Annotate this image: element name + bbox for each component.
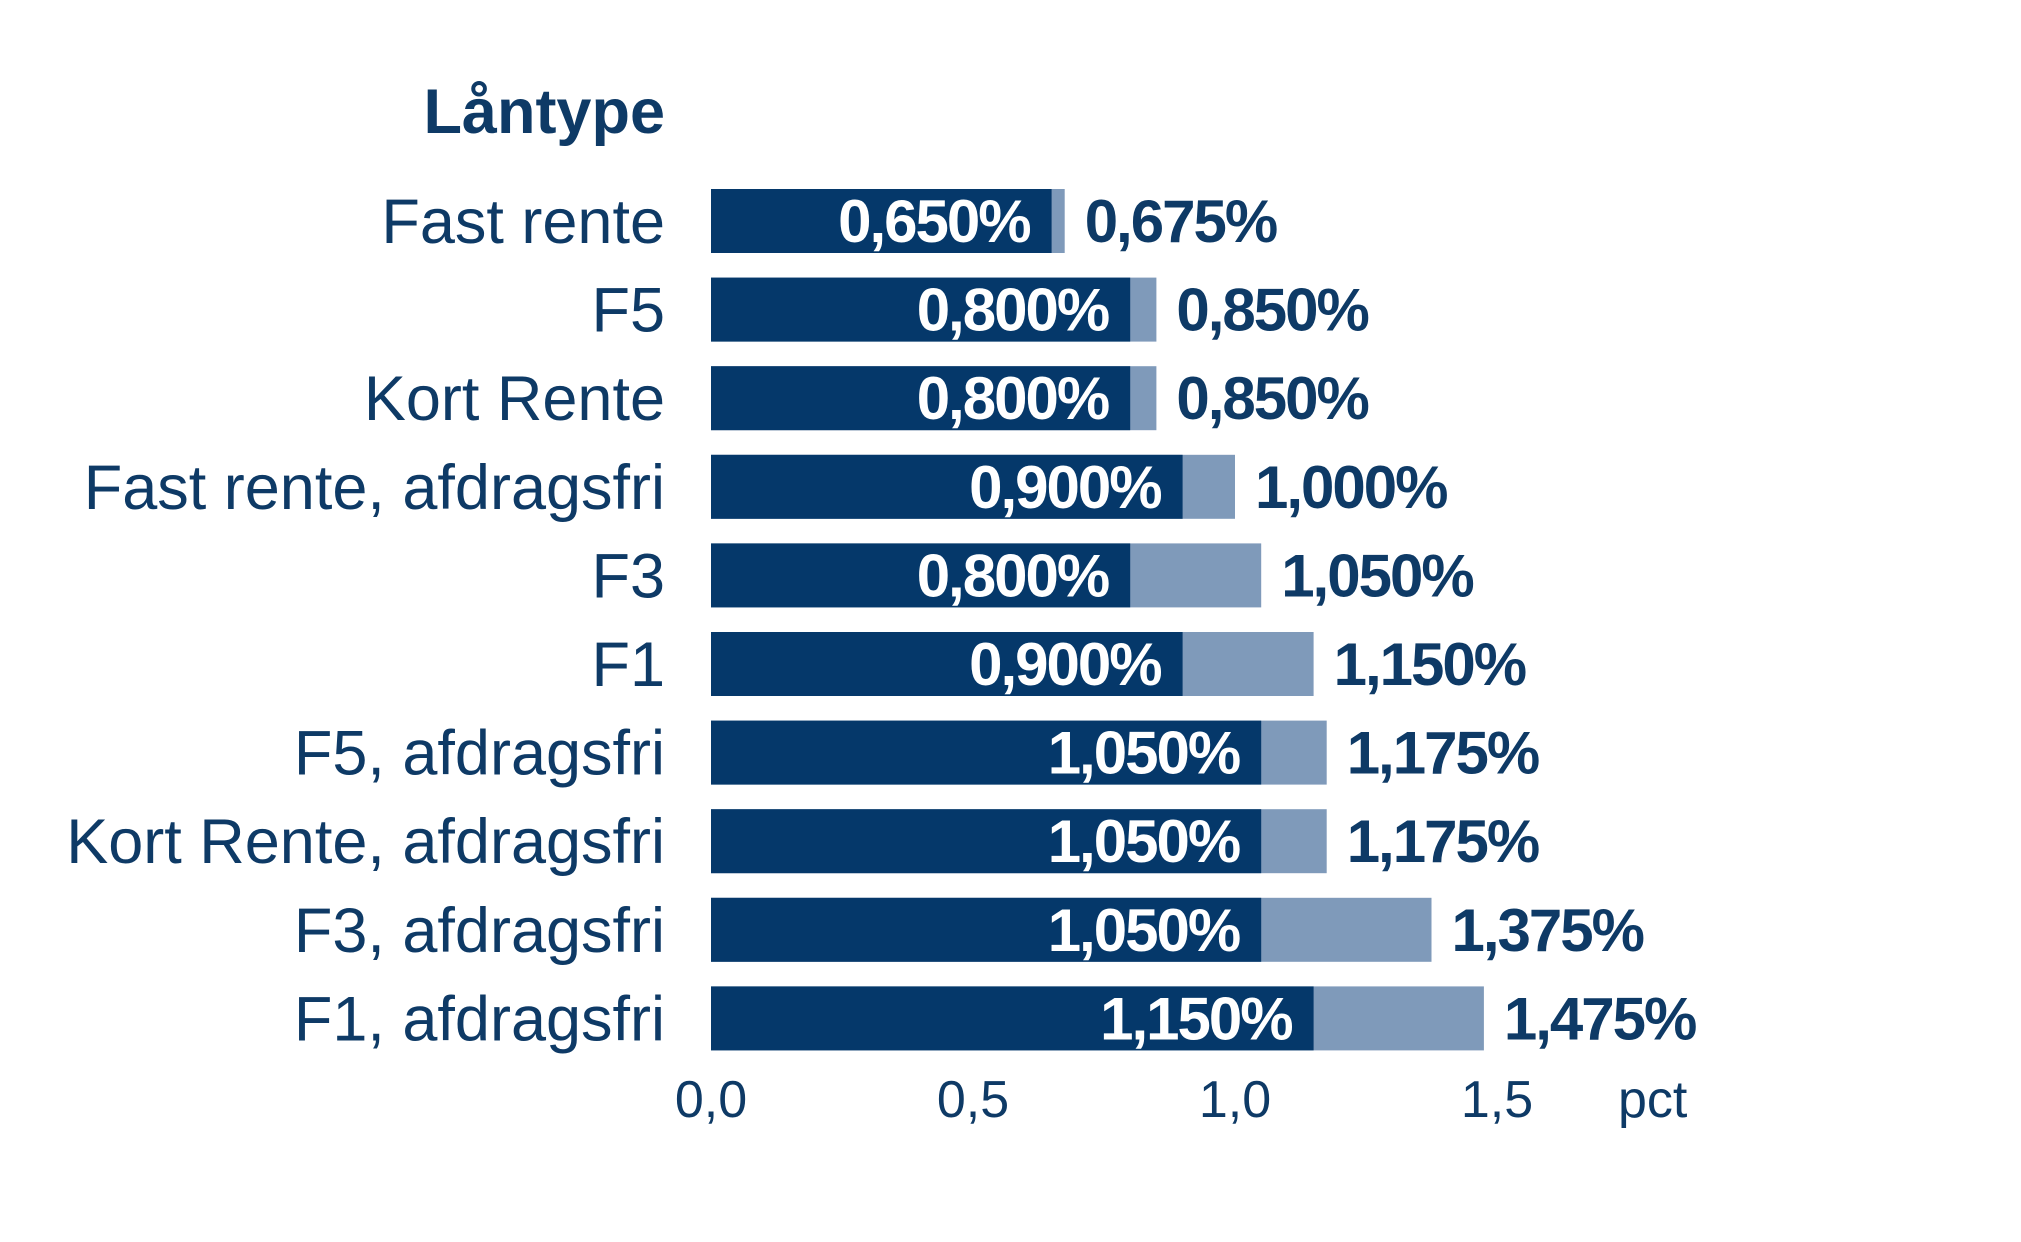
bar-total-label: 0,850% <box>1176 365 1368 432</box>
bar-inner-label: 0,800% <box>917 277 1109 344</box>
bar-total-label: 1,475% <box>1504 985 1696 1052</box>
bar-inner <box>711 897 1262 962</box>
category-label: Fast rente, afdragsfri <box>84 453 665 523</box>
x-tick-label: 0,5 <box>937 1071 1009 1129</box>
bar-inner-label: 1,050% <box>1048 808 1240 875</box>
bar-inner <box>711 543 1131 608</box>
bar-total-label: 1,150% <box>1334 631 1526 698</box>
bar-inner-label: 0,800% <box>917 542 1109 609</box>
bar-inner <box>711 986 1314 1051</box>
bar-inner <box>711 454 1183 519</box>
bar-total-label: 0,850% <box>1176 277 1368 344</box>
bar-inner <box>711 366 1131 431</box>
bar-inner <box>711 809 1262 874</box>
x-axis-unit: pct <box>1618 1071 1688 1129</box>
bar-inner <box>711 720 1262 785</box>
bar-inner-label: 0,650% <box>838 188 1030 255</box>
bar-total-label: 0,675% <box>1085 188 1277 255</box>
category-label: F3, afdragsfri <box>294 896 665 966</box>
bar-inner-label: 1,050% <box>1048 720 1240 787</box>
bar-total-label: 1,000% <box>1255 454 1447 521</box>
bar-inner-label: 0,900% <box>969 631 1161 698</box>
bar-total-label: 1,375% <box>1452 897 1644 964</box>
bar-total-label: 1,175% <box>1347 720 1539 787</box>
x-tick-label: 1,5 <box>1461 1071 1533 1129</box>
bar-inner-label: 1,150% <box>1100 985 1292 1052</box>
bar-total-label: 1,175% <box>1347 808 1539 875</box>
category-label: F1 <box>591 630 665 700</box>
x-tick-label: 0,0 <box>675 1071 747 1129</box>
category-label: F3 <box>591 541 665 611</box>
category-label: Kort Rente <box>364 364 665 434</box>
bar-total-label: 1,050% <box>1281 542 1473 609</box>
x-tick-label: 1,0 <box>1199 1071 1271 1129</box>
category-label: Kort Rente, afdragsfri <box>66 807 665 877</box>
chart-title: Låntype <box>423 77 665 147</box>
bar-inner-label: 0,800% <box>917 365 1109 432</box>
bar-inner <box>711 632 1183 696</box>
bar-area: 0,650% 0,675%0,800% 0,850%0,800% 0,850%0,90… <box>711 188 1698 1052</box>
bar-inner <box>711 277 1131 342</box>
category-label: F1, afdragsfri <box>294 984 665 1054</box>
category-labels: Fast rente F5 Kort Rente Fast rente, afdrag… <box>66 187 665 1054</box>
x-axis: 0,0 0,5 1,0 1,5 <box>675 1071 1533 1129</box>
bar-inner <box>711 189 1052 253</box>
category-label: F5, afdragsfri <box>294 719 665 789</box>
bar-inner-label: 0,900% <box>969 454 1161 521</box>
category-label: Fast rente <box>381 187 665 257</box>
category-label: F5 <box>591 276 665 346</box>
bar-inner-label: 1,050% <box>1048 897 1240 964</box>
